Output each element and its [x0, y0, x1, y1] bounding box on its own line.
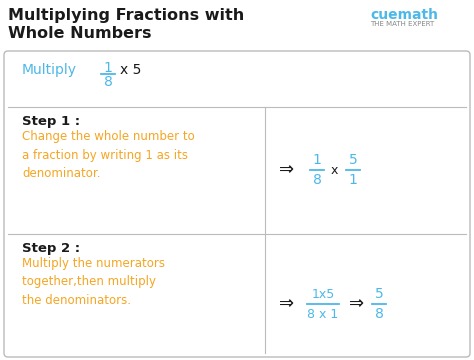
Text: 5: 5	[374, 287, 383, 301]
Text: Change the whole number to
a fraction by writing 1 as its
denominator.: Change the whole number to a fraction by…	[22, 130, 195, 180]
Text: Multiply the numerators
together,then multiply
the denominators.: Multiply the numerators together,then mu…	[22, 257, 165, 307]
Text: Step 1 :: Step 1 :	[22, 115, 80, 128]
Text: 8: 8	[103, 75, 112, 89]
Text: Whole Numbers: Whole Numbers	[8, 26, 152, 41]
Text: Multiplying Fractions with: Multiplying Fractions with	[8, 8, 244, 23]
Text: 8 x 1: 8 x 1	[307, 307, 338, 320]
Text: 1: 1	[312, 153, 321, 167]
Text: 5: 5	[348, 153, 357, 167]
Text: cuemath: cuemath	[370, 8, 438, 22]
Text: x: x	[331, 163, 338, 176]
Text: ⇒: ⇒	[349, 295, 364, 313]
Text: 1: 1	[348, 173, 357, 187]
Text: ⇒: ⇒	[279, 161, 294, 179]
Text: THE MATH EXPERT: THE MATH EXPERT	[370, 21, 434, 27]
FancyBboxPatch shape	[4, 51, 470, 357]
Text: 1x5: 1x5	[311, 288, 335, 301]
Text: Step 2 :: Step 2 :	[22, 242, 80, 255]
Text: 8: 8	[312, 173, 321, 187]
Text: Multiply: Multiply	[22, 63, 77, 77]
Text: ⇒: ⇒	[279, 295, 294, 313]
Text: 1: 1	[103, 61, 112, 75]
Text: x 5: x 5	[120, 63, 141, 77]
Text: 8: 8	[374, 307, 383, 321]
